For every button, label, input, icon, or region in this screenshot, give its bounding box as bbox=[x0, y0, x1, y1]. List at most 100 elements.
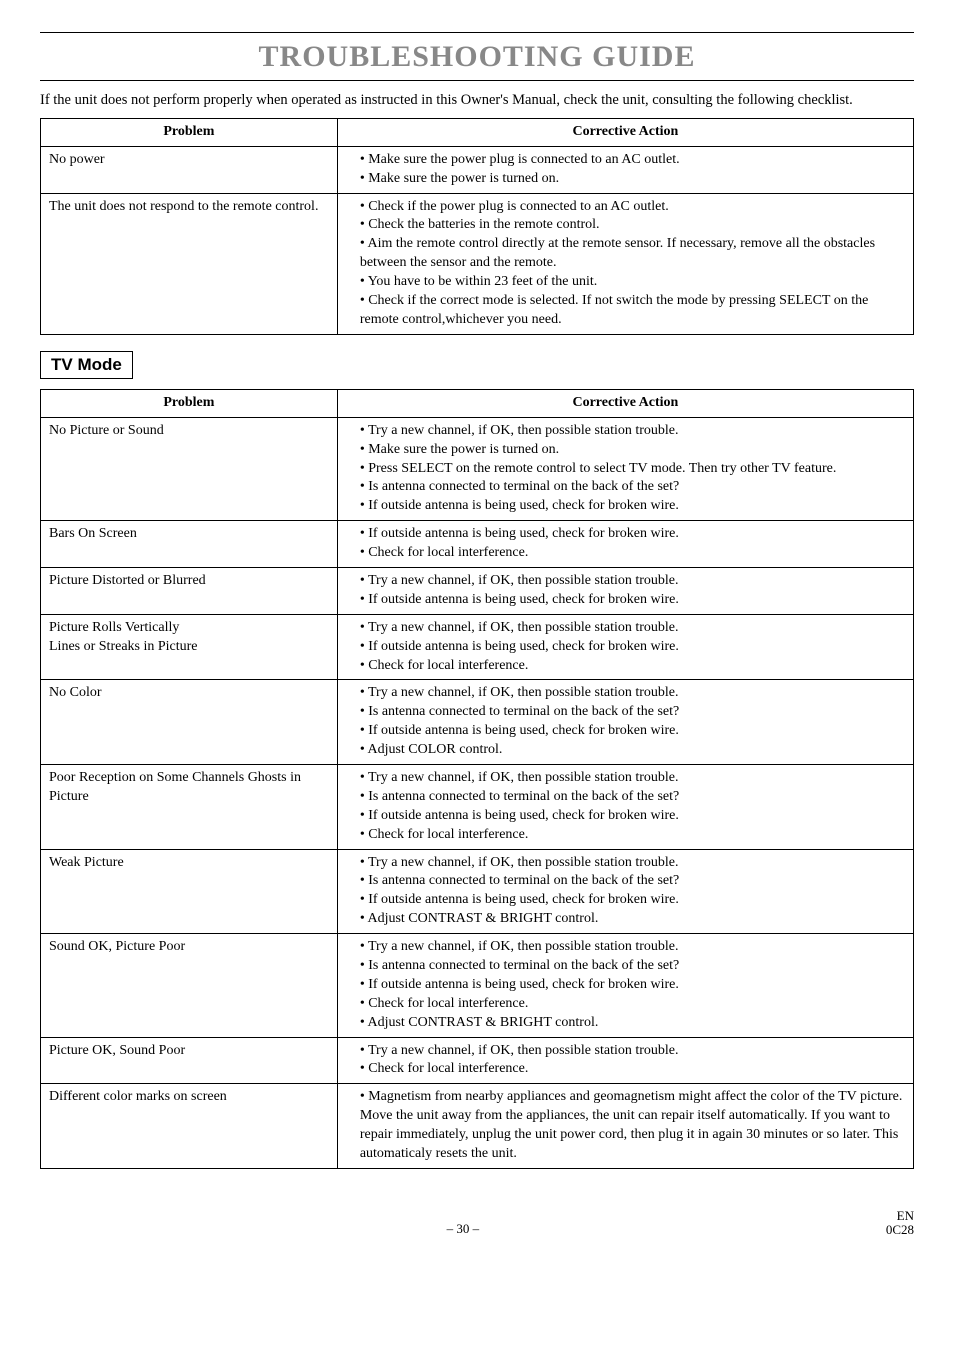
action-list: Magnetism from nearby appliances and geo… bbox=[346, 1088, 905, 1164]
action-item: Adjust COLOR control. bbox=[360, 741, 905, 760]
action-item: Check if the correct mode is selected. I… bbox=[360, 292, 905, 330]
table-header-problem: Problem bbox=[41, 118, 338, 146]
action-item: Check for local interference. bbox=[360, 544, 905, 563]
problem-cell: Picture Rolls Vertically Lines or Streak… bbox=[41, 614, 338, 680]
action-item: If outside antenna is being used, check … bbox=[360, 591, 905, 610]
action-list: Make sure the power plug is connected to… bbox=[346, 151, 905, 189]
action-item: Try a new channel, if OK, then possible … bbox=[360, 422, 905, 441]
action-item: Make sure the power is turned on. bbox=[360, 441, 905, 460]
action-cell: Try a new channel, if OK, then possible … bbox=[337, 417, 913, 520]
action-item: Make sure the power plug is connected to… bbox=[360, 151, 905, 170]
problem-cell: Bars On Screen bbox=[41, 521, 338, 568]
footer-code: 0C28 bbox=[886, 1222, 914, 1237]
table-row: Different color marks on screen Magnetism… bbox=[41, 1084, 914, 1169]
table-row: No Picture or Sound Try a new channel, if… bbox=[41, 417, 914, 520]
action-item: Make sure the power is turned on. bbox=[360, 170, 905, 189]
action-item: Press SELECT on the remote control to se… bbox=[360, 460, 905, 479]
action-item: Check for local interference. bbox=[360, 657, 905, 676]
table-row: Bars On Screen If outside antenna is bein… bbox=[41, 521, 914, 568]
action-list: Try a new channel, if OK, then possible … bbox=[346, 572, 905, 610]
action-cell: Try a new channel, if OK, then possible … bbox=[337, 614, 913, 680]
action-cell: Try a new channel, if OK, then possible … bbox=[337, 1037, 913, 1084]
footer-lang: EN bbox=[897, 1208, 914, 1223]
action-cell: Make sure the power plug is connected to… bbox=[337, 146, 913, 193]
action-cell: Try a new channel, if OK, then possible … bbox=[337, 934, 913, 1037]
action-item: If outside antenna is being used, check … bbox=[360, 638, 905, 657]
action-item: If outside antenna is being used, check … bbox=[360, 722, 905, 741]
action-item: Is antenna connected to terminal on the … bbox=[360, 872, 905, 891]
problem-cell: The unit does not respond to the remote … bbox=[41, 193, 338, 334]
rule-top bbox=[40, 32, 914, 33]
action-item: Try a new channel, if OK, then possible … bbox=[360, 1042, 905, 1061]
action-item: You have to be within 23 feet of the uni… bbox=[360, 273, 905, 292]
action-cell: Check if the power plug is connected to … bbox=[337, 193, 913, 334]
action-list: If outside antenna is being used, check … bbox=[346, 525, 905, 563]
table-row: No power Make sure the power plug is conn… bbox=[41, 146, 914, 193]
action-item: Check for local interference. bbox=[360, 995, 905, 1014]
table-row: No Color Try a new channel, if OK, then p… bbox=[41, 680, 914, 765]
tv-mode-troubleshooting-table: Problem Corrective Action No Picture or … bbox=[40, 389, 914, 1169]
problem-cell: No power bbox=[41, 146, 338, 193]
lead-paragraph: If the unit does not perform properly wh… bbox=[40, 91, 914, 110]
problem-cell: Different color marks on screen bbox=[41, 1084, 338, 1169]
action-item: If outside antenna is being used, check … bbox=[360, 891, 905, 910]
action-item: Is antenna connected to terminal on the … bbox=[360, 703, 905, 722]
action-item: Try a new channel, if OK, then possible … bbox=[360, 684, 905, 703]
rule-bottom bbox=[40, 80, 914, 81]
table-header-action: Corrective Action bbox=[337, 118, 913, 146]
action-item: If outside antenna is being used, check … bbox=[360, 497, 905, 516]
action-item: Check for local interference. bbox=[360, 1060, 905, 1079]
page-footer: – 30 – EN 0C28 bbox=[40, 1209, 914, 1238]
action-list: Try a new channel, if OK, then possible … bbox=[346, 1042, 905, 1080]
action-item: If outside antenna is being used, check … bbox=[360, 525, 905, 544]
action-cell: If outside antenna is being used, check … bbox=[337, 521, 913, 568]
table-header-action: Corrective Action bbox=[337, 389, 913, 417]
action-item: Try a new channel, if OK, then possible … bbox=[360, 619, 905, 638]
problem-cell: Picture OK, Sound Poor bbox=[41, 1037, 338, 1084]
action-item: Aim the remote control directly at the r… bbox=[360, 235, 905, 273]
tv-mode-heading: TV Mode bbox=[40, 351, 133, 379]
table-row: Poor Reception on Some Channels Ghosts i… bbox=[41, 764, 914, 849]
action-item: Try a new channel, if OK, then possible … bbox=[360, 769, 905, 788]
problem-cell: No Picture or Sound bbox=[41, 417, 338, 520]
action-item: Try a new channel, if OK, then possible … bbox=[360, 938, 905, 957]
action-cell: Try a new channel, if OK, then possible … bbox=[337, 849, 913, 934]
action-item: Is antenna connected to terminal on the … bbox=[360, 788, 905, 807]
table-row: Sound OK, Picture Poor Try a new channel,… bbox=[41, 934, 914, 1037]
action-list: Try a new channel, if OK, then possible … bbox=[346, 684, 905, 760]
general-troubleshooting-table: Problem Corrective Action No power Make s… bbox=[40, 118, 914, 335]
page-title: TROUBLESHOOTING GUIDE bbox=[40, 37, 914, 76]
action-item: Try a new channel, if OK, then possible … bbox=[360, 854, 905, 873]
problem-cell: Weak Picture bbox=[41, 849, 338, 934]
action-cell: Try a new channel, if OK, then possible … bbox=[337, 764, 913, 849]
action-item: Check the batteries in the remote contro… bbox=[360, 216, 905, 235]
footer-page-number: – 30 – bbox=[447, 1221, 480, 1238]
action-list: Try a new channel, if OK, then possible … bbox=[346, 938, 905, 1032]
table-header-problem: Problem bbox=[41, 389, 338, 417]
action-list: Check if the power plug is connected to … bbox=[346, 198, 905, 330]
table-row: Picture OK, Sound Poor Try a new channel,… bbox=[41, 1037, 914, 1084]
footer-right: EN 0C28 bbox=[886, 1209, 914, 1238]
action-item: Adjust CONTRAST & BRIGHT control. bbox=[360, 910, 905, 929]
action-item: Check if the power plug is connected to … bbox=[360, 198, 905, 217]
action-item: If outside antenna is being used, check … bbox=[360, 807, 905, 826]
table-row: Picture Distorted or Blurred Try a new ch… bbox=[41, 567, 914, 614]
action-item: Is antenna connected to terminal on the … bbox=[360, 478, 905, 497]
problem-cell: Picture Distorted or Blurred bbox=[41, 567, 338, 614]
action-list: Try a new channel, if OK, then possible … bbox=[346, 619, 905, 676]
action-item: Check for local interference. bbox=[360, 826, 905, 845]
action-cell: Try a new channel, if OK, then possible … bbox=[337, 567, 913, 614]
action-item: Adjust CONTRAST & BRIGHT control. bbox=[360, 1014, 905, 1033]
action-list: Try a new channel, if OK, then possible … bbox=[346, 769, 905, 845]
action-cell: Magnetism from nearby appliances and geo… bbox=[337, 1084, 913, 1169]
action-cell: Try a new channel, if OK, then possible … bbox=[337, 680, 913, 765]
problem-cell: Poor Reception on Some Channels Ghosts i… bbox=[41, 764, 338, 849]
table-row: Weak Picture Try a new channel, if OK, th… bbox=[41, 849, 914, 934]
action-item: Magnetism from nearby appliances and geo… bbox=[360, 1088, 905, 1164]
action-list: Try a new channel, if OK, then possible … bbox=[346, 422, 905, 516]
problem-cell: Sound OK, Picture Poor bbox=[41, 934, 338, 1037]
action-list: Try a new channel, if OK, then possible … bbox=[346, 854, 905, 930]
action-item: If outside antenna is being used, check … bbox=[360, 976, 905, 995]
action-item: Try a new channel, if OK, then possible … bbox=[360, 572, 905, 591]
problem-cell: No Color bbox=[41, 680, 338, 765]
